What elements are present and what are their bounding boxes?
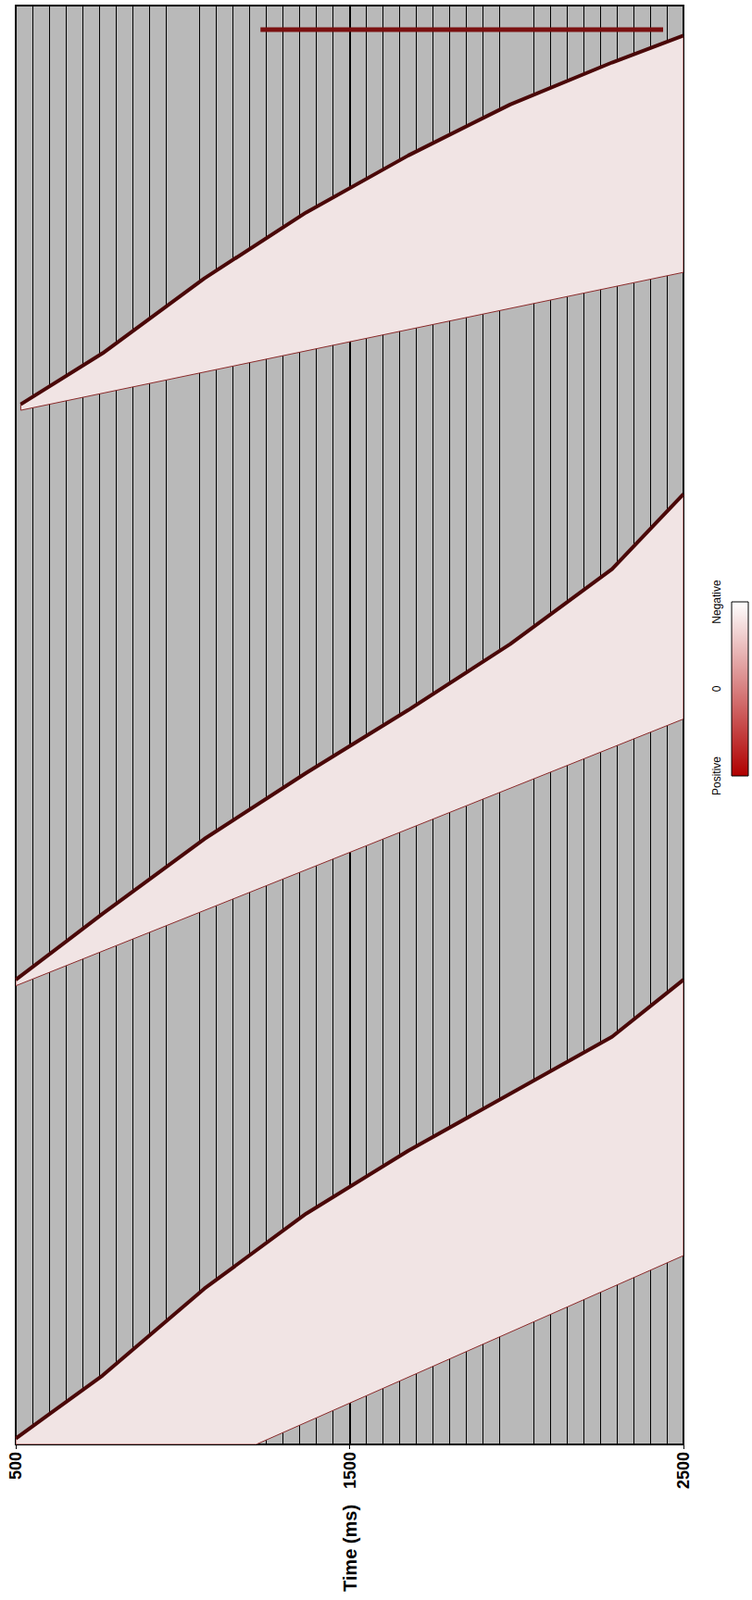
svg-text:500: 500 — [6, 1452, 26, 1480]
svg-text:2500: 2500 — [674, 1452, 693, 1490]
svg-text:Time (ms): Time (ms) — [339, 1504, 361, 1592]
svg-text:1500: 1500 — [340, 1452, 360, 1490]
svg-text:Positive: Positive — [710, 756, 724, 796]
svg-text:Negative: Negative — [710, 579, 724, 625]
svg-text:0: 0 — [710, 685, 724, 692]
